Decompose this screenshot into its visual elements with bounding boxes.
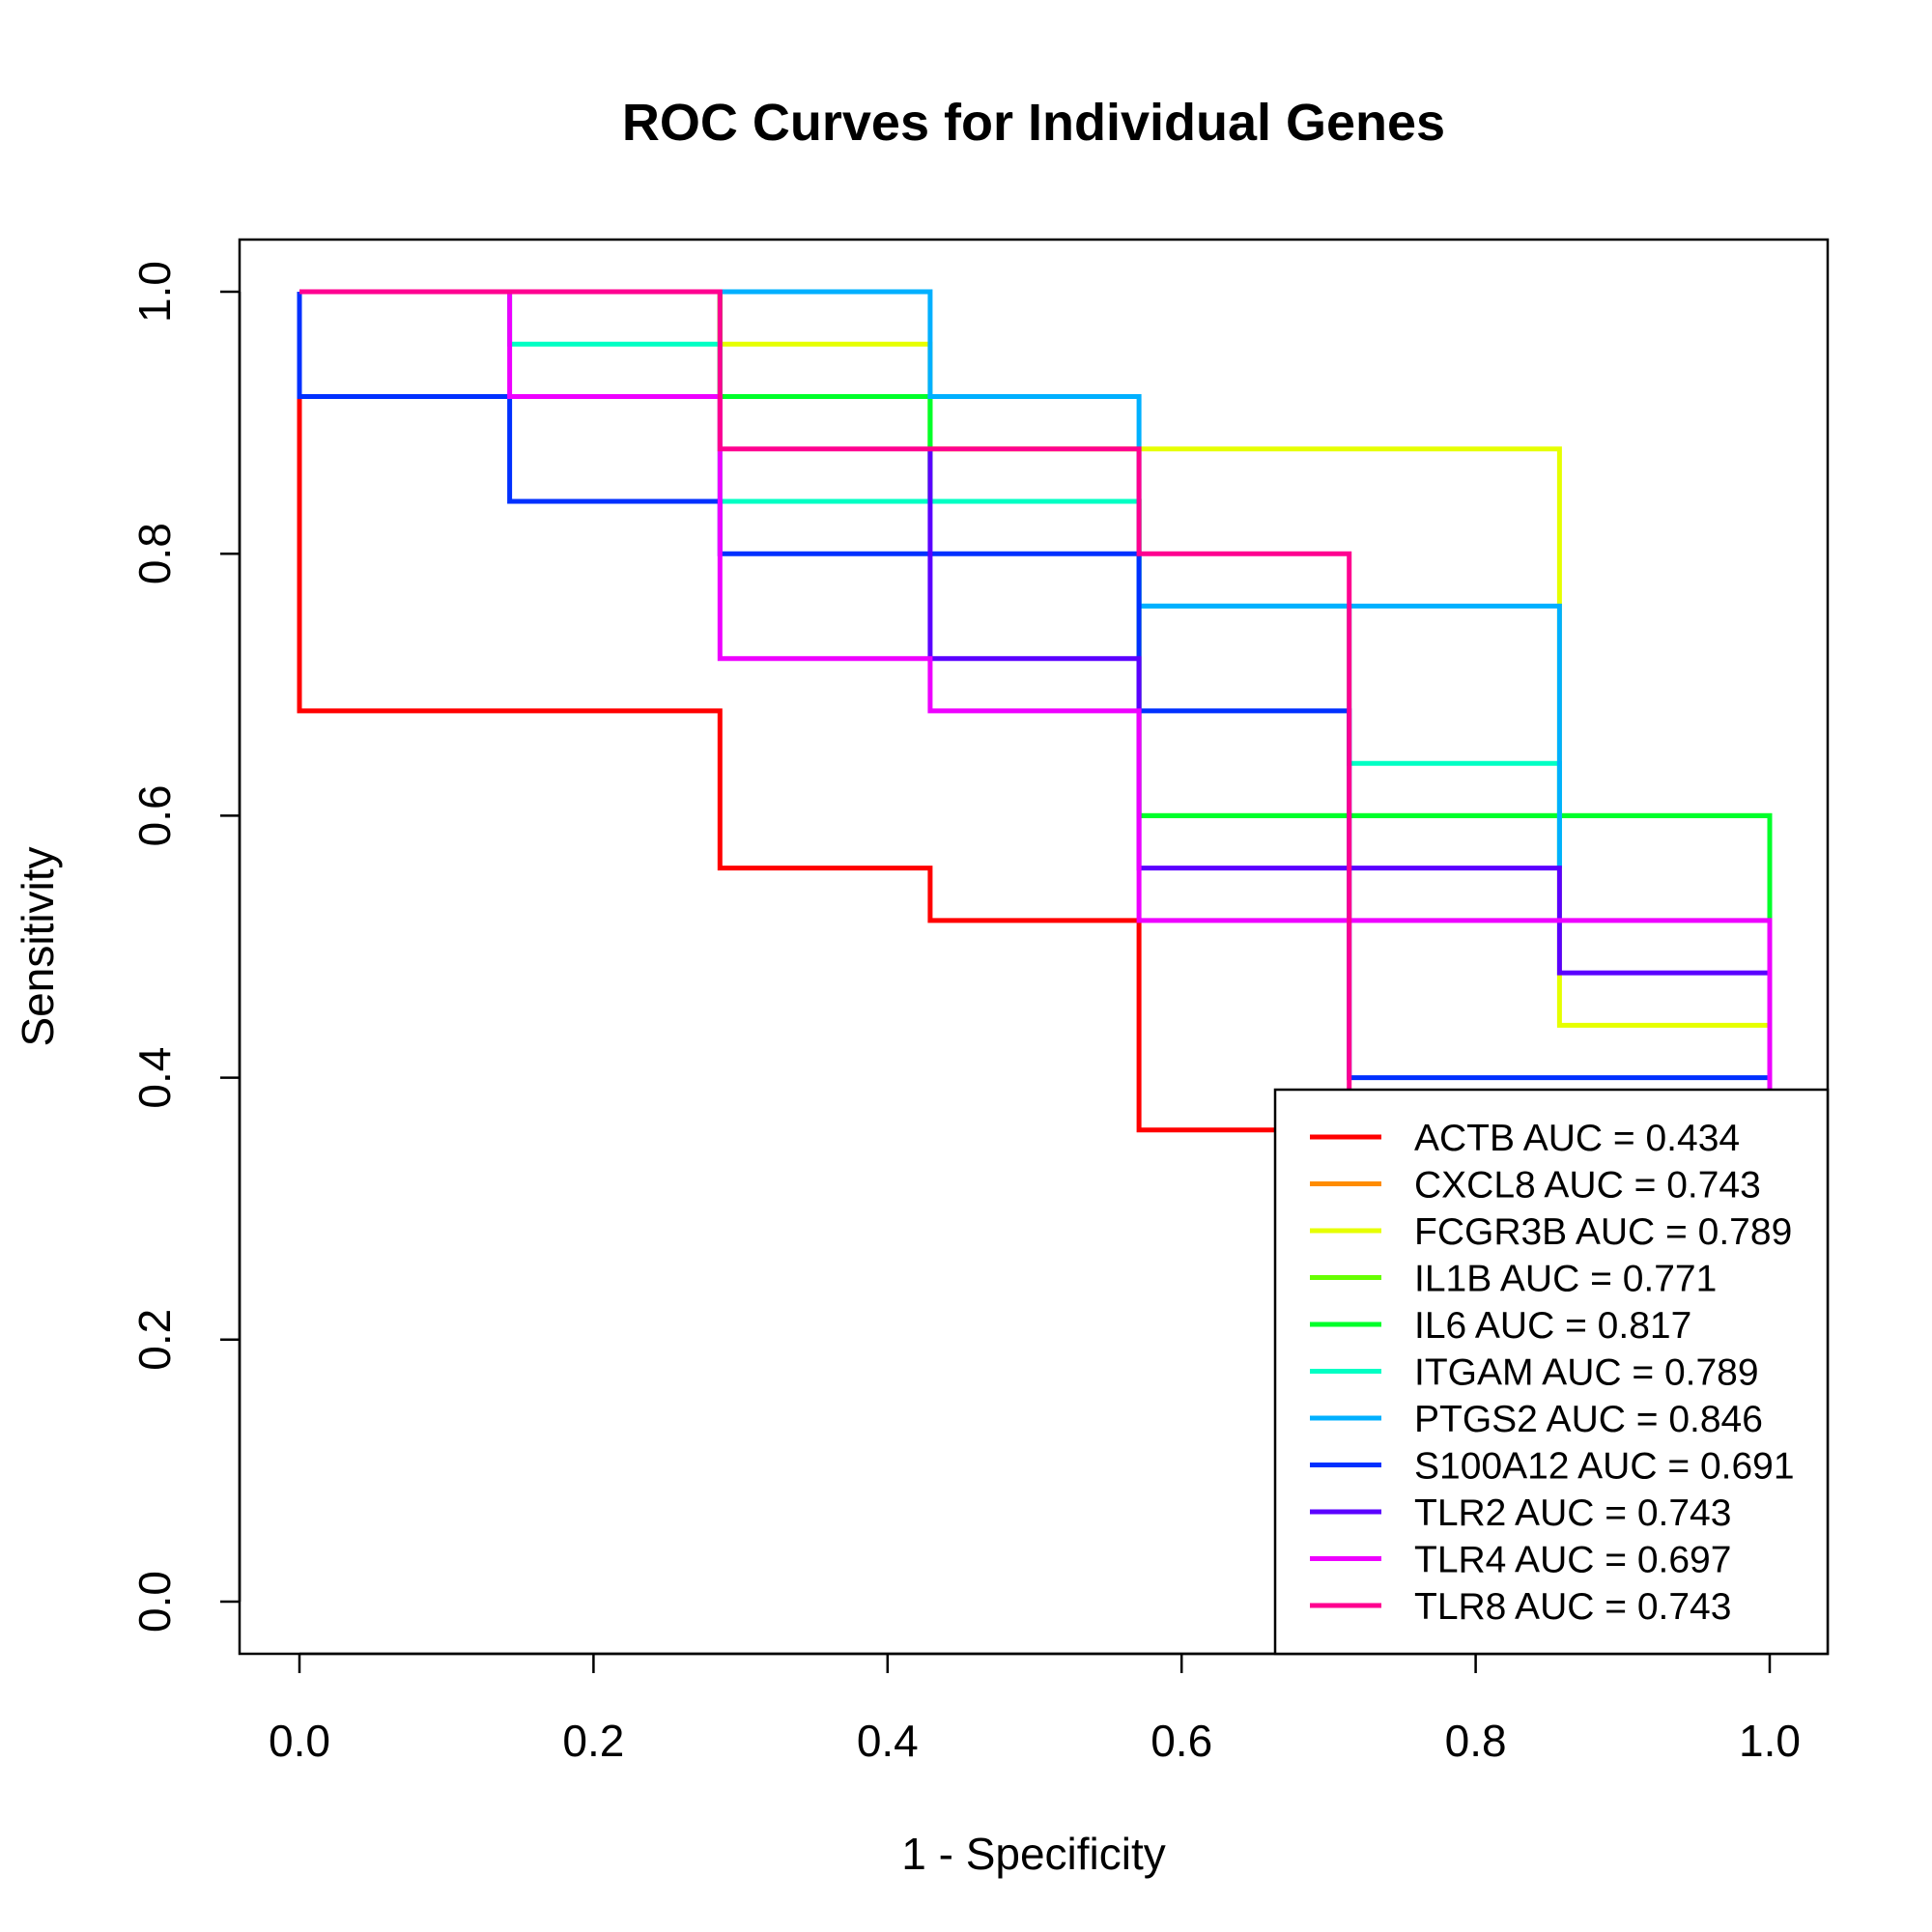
legend-label: PTGS2 AUC = 0.846: [1414, 1399, 1763, 1440]
x-tick-label: 0.6: [1151, 1716, 1212, 1766]
series-line-10: [299, 289, 1352, 1130]
series-line-0: [297, 292, 1350, 1133]
legend-label: TLR4 AUC = 0.697: [1414, 1540, 1731, 1581]
y-tick-label: 0.0: [129, 1571, 180, 1633]
y-tick-label: 0.8: [129, 523, 180, 584]
legend-label: TLR8 AUC = 0.743: [1414, 1586, 1731, 1628]
legend-label: TLR2 AUC = 0.743: [1414, 1492, 1731, 1534]
legend-label: S100A12 AUC = 0.691: [1414, 1446, 1795, 1488]
plot-area: [297, 289, 1773, 1133]
x-tick-label: 0.0: [269, 1716, 330, 1766]
y-tick-label: 0.4: [129, 1047, 180, 1109]
x-tick-label: 0.2: [562, 1716, 624, 1766]
x-axis-label: 1 - Specificity: [901, 1829, 1166, 1879]
chart-title: ROC Curves for Individual Genes: [622, 94, 1445, 152]
series-line-9: [507, 292, 1773, 1130]
legend-label: CXCL8 AUC = 0.743: [1414, 1165, 1761, 1207]
x-tick-label: 1.0: [1739, 1716, 1801, 1766]
legend-label: ITGAM AUC = 0.789: [1414, 1352, 1759, 1394]
legend: ACTB AUC = 0.434 CXCL8 AUC = 0.743FCGR3B …: [1273, 1088, 1830, 1656]
legend-label: ACTB AUC = 0.434: [1414, 1118, 1740, 1159]
series-line-6: [299, 289, 1562, 868]
legend-label: IL1B AUC = 0.771: [1414, 1259, 1717, 1300]
y-tick-label: 0.2: [129, 1309, 180, 1371]
y-axis-label: Sensitivity: [13, 846, 63, 1046]
y-tick-label: 1.0: [129, 261, 180, 323]
legend-label: IL6 AUC = 0.817: [1414, 1305, 1691, 1347]
x-tick-label: 0.4: [857, 1716, 919, 1766]
axes: 0.0 0.2 0.4 0.6 0.8 1.0 0.0 0.2 0.4 0.6 0.8 1.0: [129, 238, 1830, 1766]
y-tick-label: 0.6: [129, 784, 180, 846]
legend-label: FCGR3B AUC = 0.789: [1414, 1211, 1792, 1253]
x-tick-label: 0.8: [1445, 1716, 1507, 1766]
